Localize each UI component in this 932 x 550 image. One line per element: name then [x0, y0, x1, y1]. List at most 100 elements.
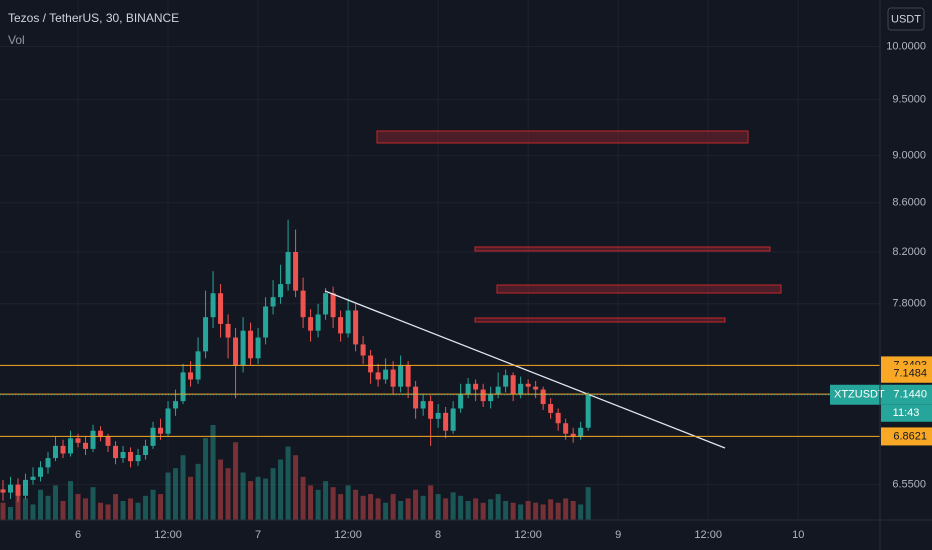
- volume-bar: [278, 459, 284, 520]
- candle-body: [285, 252, 291, 285]
- candle-body: [345, 310, 351, 334]
- y-tick-label: 6.5500: [892, 479, 926, 491]
- y-tick-label: 9.0000: [892, 150, 926, 162]
- volume-bar: [165, 472, 171, 520]
- volume-layer: [0, 425, 591, 520]
- candle-body: [210, 293, 216, 318]
- x-tick-label: 9: [615, 529, 621, 541]
- candle-body: [315, 314, 321, 331]
- candle-body: [443, 412, 449, 431]
- volume-bar: [578, 504, 584, 520]
- volume-bar: [98, 502, 104, 520]
- x-tick-label: 8: [435, 529, 441, 541]
- candle-body: [113, 445, 119, 459]
- volume-bar: [450, 492, 456, 520]
- candle-body: [338, 317, 344, 334]
- volume-bar: [338, 494, 344, 520]
- candle-body: [248, 330, 254, 359]
- volume-bar: [180, 455, 186, 520]
- candle-body: [60, 445, 66, 454]
- volume-bar: [563, 498, 569, 520]
- x-tick-label: 6: [75, 529, 81, 541]
- candle-body: [413, 386, 419, 409]
- volume-bar: [533, 502, 539, 520]
- countdown-label: 11:43: [893, 407, 920, 419]
- candle-body: [218, 293, 224, 324]
- chart-title: Tezos / TetherUS, 30, BINANCE: [8, 11, 179, 25]
- volume-bar: [30, 504, 36, 520]
- grid: [0, 0, 880, 520]
- volume-bar: [518, 504, 524, 520]
- x-tick-label: 10: [792, 529, 804, 541]
- resistance-zone: [474, 246, 771, 252]
- volume-bar: [113, 494, 119, 520]
- volume-bar: [488, 499, 494, 520]
- volume-bar: [233, 442, 239, 520]
- candle-body: [323, 293, 329, 315]
- price-line-tag: [881, 427, 932, 446]
- candle-body: [203, 317, 209, 352]
- countdown-tag: [881, 404, 932, 422]
- current-price-label: 7.1440: [893, 389, 927, 401]
- volume-bar: [465, 501, 471, 520]
- candle-body: [398, 365, 404, 387]
- volume-bar: [435, 494, 441, 520]
- candle-body: [555, 412, 561, 424]
- volume-bar: [570, 501, 576, 520]
- candle-body: [90, 430, 96, 449]
- candle-body: [53, 445, 59, 459]
- price-line-label: 7.1484: [893, 368, 927, 380]
- candle-body: [360, 344, 366, 356]
- candle-body: [105, 436, 111, 446]
- volume-bar: [293, 455, 299, 520]
- volume-bar: [225, 468, 231, 520]
- volume-bar: [240, 472, 246, 520]
- candle-body: [23, 479, 29, 496]
- candle-body: [353, 310, 359, 345]
- candle-body: [563, 423, 569, 434]
- candle-body: [480, 389, 486, 402]
- candle-body: [143, 445, 149, 456]
- candle-body: [375, 372, 381, 380]
- candle-body: [165, 408, 171, 434]
- x-tick-label: 12:00: [154, 529, 182, 541]
- candle-body: [38, 467, 44, 477]
- candle-body: [278, 284, 284, 298]
- volume-bar: [255, 476, 261, 520]
- candle-body: [473, 383, 479, 390]
- candle-body: [495, 386, 501, 394]
- volume-bar: [353, 489, 359, 520]
- volume-bar: [83, 498, 89, 520]
- volume-bar: [150, 489, 156, 520]
- volume-bar: [308, 485, 314, 520]
- candle-body: [420, 401, 426, 409]
- volume-bar: [405, 498, 411, 520]
- candle-body: [233, 337, 239, 366]
- candle-body: [8, 484, 14, 493]
- axes: 6.5500 7.8000 8.2000 8.6000 9.0000 9.5000 10.0…: [75, 40, 926, 540]
- candle-body: [83, 442, 89, 449]
- candle-body: [255, 337, 261, 359]
- volume-bar: [173, 468, 179, 520]
- volume-bar: [0, 502, 6, 520]
- volume-bar: [480, 502, 486, 520]
- candle-body: [308, 317, 314, 331]
- candle-body: [120, 451, 126, 459]
- candle-body: [225, 323, 231, 338]
- y-tick-label: 8.2000: [892, 246, 926, 258]
- candle-body: [173, 401, 179, 409]
- y-tick-label: 8.6000: [892, 197, 926, 209]
- volume-bar: [510, 502, 516, 520]
- candle-body: [30, 476, 36, 480]
- volume-bar: [195, 463, 201, 520]
- currency-button[interactable]: [887, 7, 925, 31]
- volume-bar: [203, 437, 209, 520]
- candle-body: [270, 297, 276, 307]
- candle-body: [390, 369, 396, 387]
- currency-button-label[interactable]: USDT: [891, 13, 921, 25]
- volume-bar: [548, 499, 554, 520]
- volume-bar: [555, 502, 561, 520]
- candle-body: [240, 330, 246, 366]
